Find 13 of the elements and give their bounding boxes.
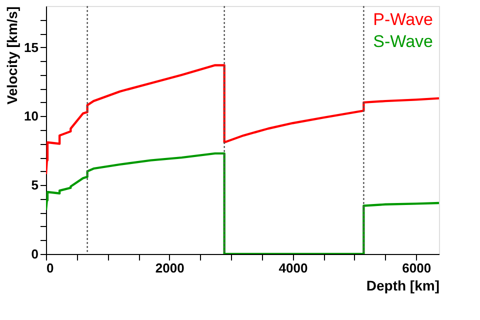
x-tick-label: 2000 bbox=[155, 260, 184, 276]
line-series bbox=[46, 64, 439, 176]
x-tick-label: 0 bbox=[46, 260, 54, 276]
text: P-Wave bbox=[373, 10, 433, 29]
x-axis-title: Depth [km] bbox=[366, 278, 440, 294]
y-tick-label: 15 bbox=[24, 40, 38, 55]
y-tick-label: 10 bbox=[24, 108, 38, 124]
y-tick-label: 0 bbox=[31, 246, 38, 262]
y-tick-label: 5 bbox=[31, 178, 38, 193]
y-axis-title: Velocity [km/s] bbox=[4, 6, 20, 105]
x-tick-label: 6000 bbox=[402, 260, 432, 276]
x-tick-label: 4000 bbox=[278, 260, 308, 276]
text: S-Wave bbox=[373, 32, 433, 51]
